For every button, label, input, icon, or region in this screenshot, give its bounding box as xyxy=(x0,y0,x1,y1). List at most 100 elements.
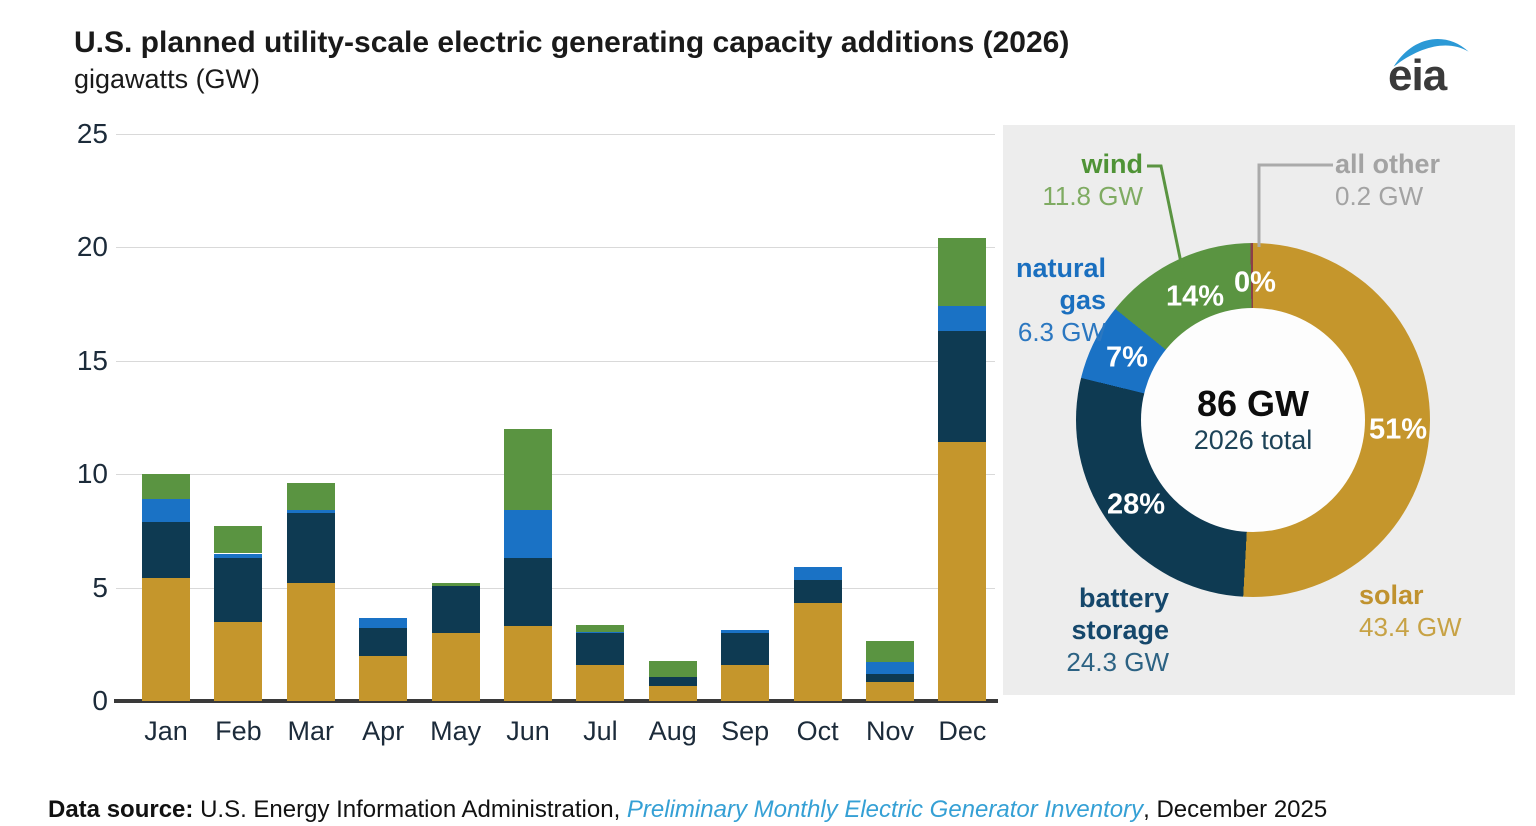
donut-center-value: 86 GW xyxy=(1196,383,1310,424)
bar-apr-solar xyxy=(359,655,408,701)
bar-sep-natural-gas xyxy=(721,629,770,633)
data-source-date: , December 2025 xyxy=(1143,796,1328,823)
x-axis-label-nov: Nov xyxy=(865,716,914,746)
bar-mar-natural-gas xyxy=(286,510,335,513)
pct-label-natural-gas: 7% xyxy=(1106,341,1148,374)
donut-hole: 86 GW 2026 total xyxy=(1141,308,1365,532)
gridline-15 xyxy=(116,360,995,362)
x-axis-label-may: May xyxy=(430,716,482,746)
bar-dec-battery-storage xyxy=(938,331,987,443)
natural-gas-annotation: natural gas 6.3 GW xyxy=(1003,253,1106,347)
bar-jul-battery-storage xyxy=(576,632,625,665)
bar-feb-solar xyxy=(214,621,263,701)
bar-jun-battery-storage xyxy=(504,558,552,627)
x-axis-label-aug: Aug xyxy=(648,716,697,746)
bar-sep-battery-storage xyxy=(721,632,770,665)
page-title: U.S. planned utility-scale electric gene… xyxy=(74,26,1070,59)
bar-aug-battery-storage xyxy=(648,677,697,687)
eia-logo-text: eia xyxy=(1388,51,1447,100)
gridline-20 xyxy=(116,247,995,248)
all-other-annotation: all other 0.2 GW xyxy=(1335,149,1440,212)
data-source-line: Data source: U.S. Energy Information Adm… xyxy=(48,796,1327,824)
gridline-5 xyxy=(116,587,995,589)
y-axis-tick-0: 0 xyxy=(92,685,108,716)
x-axis-label-sep: Sep xyxy=(721,716,770,746)
bar-mar-wind xyxy=(286,483,335,511)
wind-label: wind xyxy=(1081,149,1144,179)
data-source-label: Data source: xyxy=(48,796,201,823)
x-axis-label-mar: Mar xyxy=(287,716,335,746)
bar-jul-natural-gas xyxy=(576,631,625,633)
wind-value: 11.8 GW xyxy=(1042,180,1143,211)
bar-oct-solar xyxy=(793,603,842,701)
x-axis-label-apr: Apr xyxy=(362,716,405,746)
battery-storage-value: 24.3 GW xyxy=(1066,646,1169,677)
x-axis-label-jun: Jun xyxy=(506,716,550,746)
pct-label-solar: 51% xyxy=(1368,413,1428,446)
donut-center-label: 2026 total xyxy=(1193,424,1313,455)
bar-jun-solar xyxy=(504,626,552,701)
bar-jan-natural-gas xyxy=(142,499,190,522)
bar-jul-wind xyxy=(576,625,625,632)
data-source-text: U.S. Energy Information Administration, xyxy=(200,796,627,823)
y-axis-tick-20: 20 xyxy=(76,231,108,262)
bar-nov-wind xyxy=(866,640,914,663)
data-source-link[interactable]: Preliminary Monthly Electric Generator I… xyxy=(626,796,1144,823)
wind-annotation: wind 11.8 GW xyxy=(1003,149,1143,212)
bar-oct-natural-gas xyxy=(793,567,842,580)
page-subtitle: gigawatts (GW) xyxy=(74,64,261,94)
x-axis-label-feb: Feb xyxy=(215,716,262,746)
bar-aug-solar xyxy=(648,686,697,701)
pct-label-wind: 14% xyxy=(1165,280,1225,313)
solar-value: 43.4 GW xyxy=(1359,611,1462,642)
x-axis-label-jul: Jul xyxy=(583,716,618,746)
bar-nov-natural-gas xyxy=(866,662,914,674)
bar-may-battery-storage xyxy=(431,586,480,633)
bar-nov-battery-storage xyxy=(866,673,914,682)
bar-sep-solar xyxy=(721,664,770,701)
x-axis-label-dec: Dec xyxy=(938,716,987,746)
bar-feb-battery-storage xyxy=(214,558,263,622)
natural-gas-value: 6.3 GW xyxy=(1017,316,1106,347)
natural-gas-label-line2: gas xyxy=(1059,284,1106,315)
bar-jan-wind xyxy=(142,474,190,499)
solar-label: solar xyxy=(1359,580,1424,610)
eia-logo: eia xyxy=(1388,30,1488,98)
bar-mar-battery-storage xyxy=(286,512,335,583)
bar-dec-natural-gas xyxy=(938,306,987,331)
bar-jun-natural-gas xyxy=(504,510,552,558)
bar-feb-wind xyxy=(214,526,263,554)
bar-nov-solar xyxy=(866,681,914,701)
solar-annotation: solar 43.4 GW xyxy=(1359,580,1462,643)
all-other-value: 0.2 GW xyxy=(1335,180,1424,211)
bar-oct-battery-storage xyxy=(793,579,842,604)
all-other-leader-line xyxy=(1257,163,1333,247)
pct-label-all-other: 0% xyxy=(1234,266,1276,299)
bar-jul-solar xyxy=(576,664,625,701)
bar-apr-battery-storage xyxy=(359,628,408,656)
bar-aug-wind xyxy=(648,661,697,678)
gridline-25 xyxy=(116,133,995,135)
bar-apr-natural-gas xyxy=(359,618,408,629)
all-other-label: all other xyxy=(1335,149,1441,179)
natural-gas-label-line1: natural xyxy=(1015,253,1106,283)
x-axis-label-oct: Oct xyxy=(796,716,839,746)
y-axis-tick-25: 25 xyxy=(76,117,108,149)
bar-dec-wind xyxy=(938,237,987,306)
gridline-10 xyxy=(116,474,995,475)
bar-feb-natural-gas xyxy=(214,553,263,558)
battery-storage-label-line1: battery xyxy=(1078,583,1169,613)
battery-storage-label-line2: storage xyxy=(1071,614,1169,645)
bar-mar-solar xyxy=(286,583,335,701)
bar-may-wind xyxy=(431,583,480,587)
bar-jan-battery-storage xyxy=(142,521,190,579)
x-axis-label-jan: Jan xyxy=(144,716,188,746)
bar-jun-wind xyxy=(504,428,552,511)
battery-storage-annotation: battery storage 24.3 GW xyxy=(1003,583,1169,677)
donut-panel: 86 GW 2026 total wind 11.8 GW all other … xyxy=(1003,125,1515,695)
bar-jan-solar xyxy=(142,578,190,701)
x-axis-line xyxy=(114,699,998,703)
pct-label-battery-storage: 28% xyxy=(1106,488,1166,521)
